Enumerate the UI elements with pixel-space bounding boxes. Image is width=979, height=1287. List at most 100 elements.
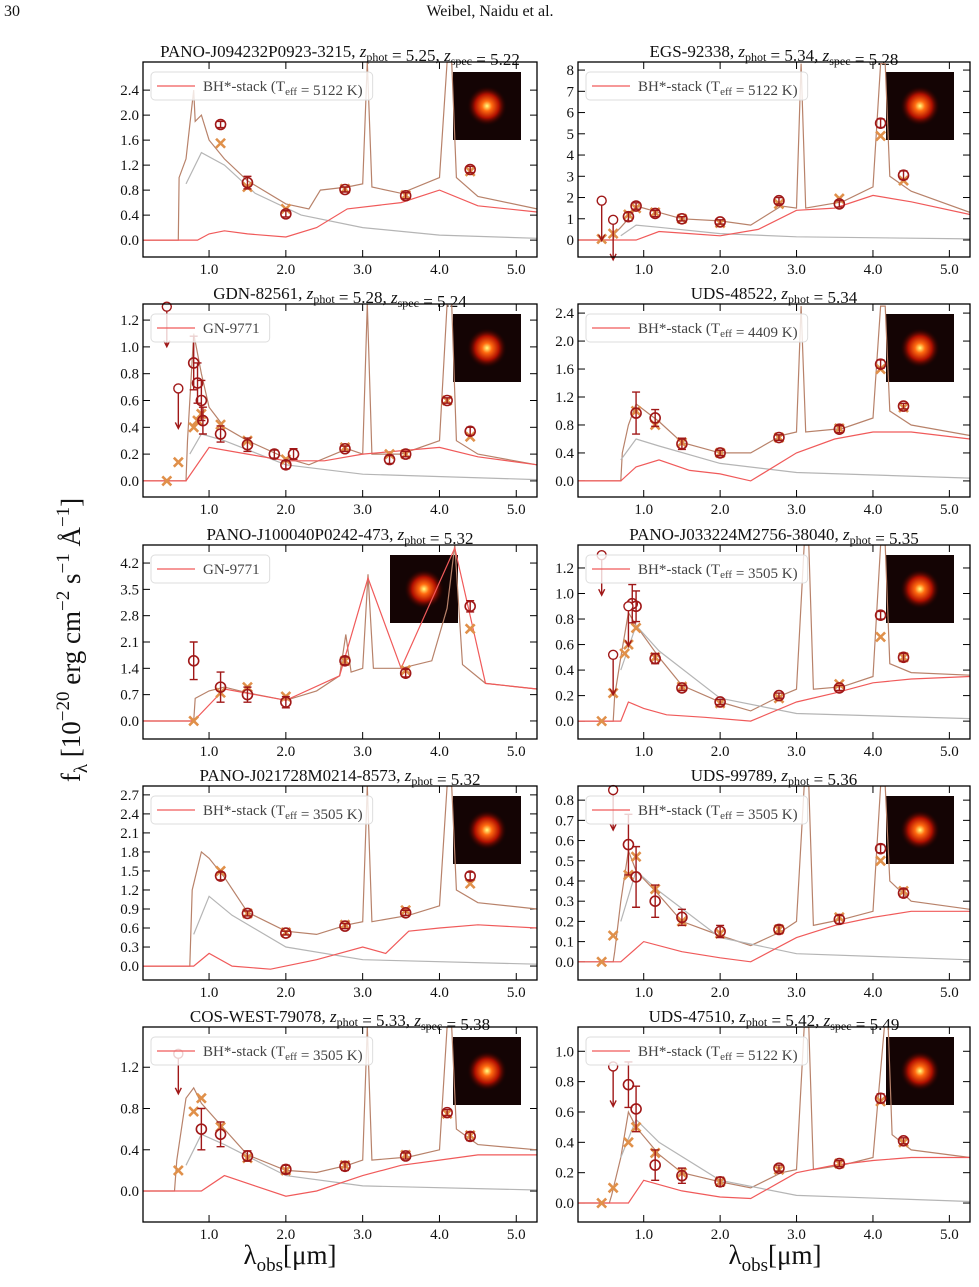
panel-title: PANO-J021728M0214-8573, zphot = 5.32 [199, 766, 480, 789]
x-tick-label: 3.0 [787, 502, 806, 518]
spectrum-line [143, 786, 537, 967]
x-tick-label: 5.0 [940, 502, 959, 518]
x-tick-label: 3.0 [787, 262, 806, 278]
photometry-point [399, 906, 412, 919]
error-bar [340, 445, 349, 453]
error-bar [632, 590, 641, 623]
photometry-point [464, 425, 476, 438]
x-tick-label: 1.0 [200, 262, 219, 278]
photometry-point [241, 1150, 254, 1162]
y-tick-label: 0.0 [555, 474, 574, 490]
plot-frame [577, 785, 971, 981]
y-tick-label: 2.0 [120, 108, 139, 124]
photometry-point [214, 428, 227, 440]
y-tick-label: 0.3 [120, 940, 139, 956]
upper-limit-arrow [609, 219, 617, 262]
photometry-point [241, 907, 254, 920]
label-part: [10 [56, 721, 86, 764]
photometry-point [649, 895, 661, 907]
spectrum-line [143, 545, 537, 722]
error-bar [197, 1107, 206, 1151]
error-bar [774, 196, 783, 205]
upper-limit-arrow [624, 606, 633, 648]
photometry-point [187, 654, 200, 667]
error-bar [677, 215, 686, 222]
panel-title: UDS-99789, zphot = 5.36 [691, 766, 857, 789]
upper-limit-arrow [609, 1066, 617, 1109]
legend-box [585, 795, 809, 825]
y-tick-label: 0.0 [555, 1196, 574, 1212]
y-tick-label: 0.0 [120, 959, 139, 975]
photometry-point [649, 207, 661, 220]
model-photometry [619, 648, 631, 659]
model-photometry [172, 456, 184, 468]
legend-box [585, 313, 809, 343]
label-part: ] [56, 498, 86, 507]
error-bar [401, 1152, 410, 1160]
photometry-point [874, 1092, 887, 1105]
legend-label: BH*-stack (Teff = 3505 K) [203, 1044, 363, 1064]
panel: UDS-48522, zphot = 5.34 1.0 2.0 3.0 4.0 5.0 0.… [555, 284, 971, 518]
error-bar [632, 202, 641, 210]
plot-frame [577, 544, 971, 740]
label-part: obs [742, 1255, 768, 1276]
spectrum-line [620, 869, 970, 961]
plot-frame [577, 1026, 971, 1223]
photometry-point [339, 654, 351, 667]
inset-source [900, 86, 940, 126]
y-tick-label: 0.8 [555, 418, 574, 434]
photometry-point [676, 438, 688, 450]
upper-limit-point [607, 214, 619, 226]
label-part: erg cm [56, 611, 86, 691]
model-photometry [172, 1164, 184, 1176]
error-bar [876, 118, 885, 129]
error-bar [899, 402, 908, 410]
plot-frame [142, 785, 538, 981]
model-photometry [215, 419, 226, 431]
label-part: λ [71, 763, 92, 773]
upper-limit-arrow [598, 200, 606, 243]
spectrum-line [578, 1027, 970, 1204]
photometry-point [280, 208, 292, 220]
panel-title: PANO-J100040P0242-473, zphot = 5.32 [207, 525, 474, 548]
error-bar [835, 684, 844, 692]
upper-limit-arrow [609, 654, 617, 697]
x-tick-label: 1.0 [200, 502, 219, 518]
error-bar [876, 610, 885, 620]
error-bar [835, 1159, 844, 1168]
spectrum-line [189, 433, 537, 481]
x-axis-label: λobs[μm] [729, 1240, 822, 1276]
photometry-point [714, 447, 726, 459]
spectrum-line [143, 62, 537, 241]
upper-limit-point [173, 383, 184, 394]
photometry-point [280, 1163, 292, 1176]
plot-frame [142, 303, 538, 498]
photometry-point [214, 681, 227, 693]
x-tick-label: 4.0 [430, 1227, 449, 1243]
x-tick-label: 4.0 [430, 502, 449, 518]
panel-title: EGS-92338, zphot = 5.34, zspec = 5.28 [650, 42, 899, 69]
plot-frame [142, 544, 538, 740]
y-tick-label: 7 [567, 84, 575, 100]
x-tick-label: 5.0 [507, 262, 526, 278]
panel: UDS-99789, zphot = 5.36 1.0 2.0 3.0 4.0 5.0 0.… [555, 766, 971, 1001]
photometry-point [399, 448, 412, 460]
label-part: −1 [53, 553, 74, 573]
photometry-point [191, 377, 204, 389]
photometry-point [464, 870, 476, 882]
inset-source [467, 86, 507, 126]
photometry-point [195, 1123, 208, 1135]
legend-box [585, 1036, 809, 1066]
error-bar [632, 845, 641, 908]
panel-title: PANO-J094232P0923-3215, zphot = 5.25, zs… [160, 42, 520, 69]
x-tick-label: 5.0 [507, 1227, 526, 1243]
error-bar [243, 910, 252, 917]
y-tick-label: 0.0 [555, 955, 574, 971]
error-bar [632, 1085, 641, 1133]
y-tick-label: 1.5 [120, 864, 139, 880]
error-bar [216, 120, 225, 129]
y-tick-label: 0.4 [555, 1135, 574, 1151]
x-tick-label: 4.0 [864, 744, 883, 760]
photometry-point [630, 1103, 642, 1115]
x-tick-label: 4.0 [864, 985, 883, 1001]
